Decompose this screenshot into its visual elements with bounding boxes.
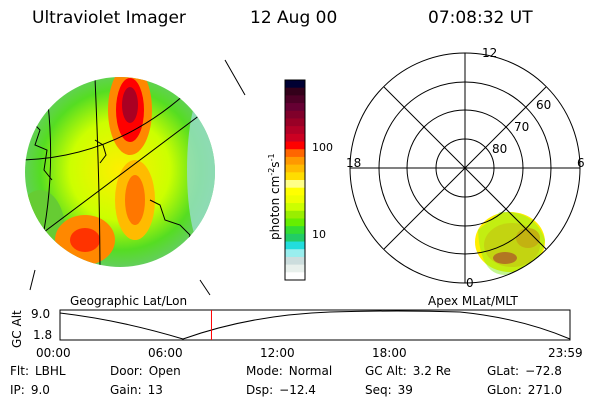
date-label: 12 Aug 00	[250, 8, 338, 28]
xtick-0: 00:00	[36, 346, 71, 360]
colorbar-band	[285, 156, 305, 166]
colorbar-band	[285, 249, 305, 258]
status-field: IP: 9.0	[10, 383, 50, 397]
colorbar-band	[285, 226, 305, 235]
colorbar-band	[285, 195, 305, 204]
status-label: Mode:	[246, 364, 283, 378]
ytick-9: 9.0	[31, 307, 51, 321]
colorbar-band	[285, 118, 305, 127]
status-field: GLat: −72.8	[487, 364, 562, 378]
colorbar-band	[285, 187, 305, 196]
status-field: GC Alt: 3.2 Re	[365, 364, 451, 378]
colorbar-label-text: photon cm	[268, 175, 282, 240]
status-value: Open	[148, 364, 181, 378]
colorbar-label-exp2: -1	[267, 153, 276, 162]
status-field: Dsp: −12.4	[246, 383, 316, 397]
colorbar-band	[285, 256, 305, 266]
lat-label-60: 60	[536, 98, 552, 112]
status-label: GC Alt:	[365, 364, 407, 378]
status-field: Seq: 39	[365, 383, 413, 397]
colorbar-band	[285, 126, 305, 135]
left-panel-label: Geographic Lat/Lon	[70, 294, 188, 308]
status-label: GLat:	[487, 364, 520, 378]
colorbar-band	[285, 210, 305, 219]
status-value: 13	[147, 383, 163, 397]
colorbar-band	[285, 87, 305, 96]
xtick-4: 23:59	[548, 346, 583, 360]
colorbar-label-exp1: -2	[267, 167, 276, 176]
colorbar-band	[285, 133, 305, 143]
colorbar-band	[285, 218, 305, 227]
status-value: 9.0	[30, 383, 50, 397]
lat-label-80: 80	[492, 142, 508, 156]
status-field: Gain: 13	[110, 383, 163, 397]
colorbar-band	[285, 95, 305, 104]
mlt-label-12: 12	[482, 46, 498, 60]
status-label: IP:	[10, 383, 25, 397]
geographic-image	[25, 77, 215, 267]
right-panel-label: Apex MLat/MLT	[428, 294, 518, 308]
colorbar-band	[285, 172, 305, 181]
mlt-label-18: 18	[346, 156, 362, 170]
colorbar-band	[285, 141, 305, 150]
status-label: Flt:	[10, 364, 29, 378]
xtick-3: 18:00	[372, 346, 407, 360]
colorbar-band	[285, 180, 305, 189]
mlt-label-0: 0	[466, 276, 474, 290]
colorbar	[285, 80, 305, 281]
status-value: −72.8	[525, 364, 562, 378]
colorbar-band	[285, 233, 305, 243]
status-field: Flt: LBHL	[10, 364, 66, 378]
instrument-title: Ultraviolet Imager	[32, 8, 186, 28]
status-field: Mode: Normal	[246, 364, 332, 378]
status-label: Gain:	[110, 383, 142, 397]
colorbar-band	[285, 149, 305, 158]
status-label: Seq:	[365, 383, 392, 397]
mlt-label-6: 6	[577, 156, 585, 170]
polar-plot	[349, 52, 581, 284]
status-value: 39	[397, 383, 413, 397]
time-label: 07:08:32 UT	[428, 8, 533, 28]
status-label: GLon:	[487, 383, 522, 397]
colorbar-tick-100: 100	[312, 141, 333, 154]
status-value: 3.2 Re	[412, 364, 451, 378]
ytick-1-8: 1.8	[33, 328, 53, 342]
colorbar-label: photon cm-2s-1	[267, 153, 282, 240]
colorbar-band	[285, 103, 305, 112]
status-value: 271.0	[527, 383, 563, 397]
status-value: Normal	[288, 364, 333, 378]
colorbar-band	[285, 110, 305, 119]
status-value: −12.4	[279, 383, 316, 397]
altitude-plot	[59, 309, 571, 341]
colorbar-band	[285, 80, 305, 89]
colorbar-band	[285, 241, 305, 250]
status-label: Dsp:	[246, 383, 274, 397]
colorbar-label-s: s	[268, 161, 282, 168]
status-field: GLon: 271.0	[487, 383, 562, 397]
status-label: Door:	[110, 364, 143, 378]
colorbar-tick-10: 10	[312, 228, 326, 241]
status-value: LBHL	[34, 364, 66, 378]
colorbar-band	[285, 203, 305, 212]
xtick-1: 06:00	[148, 346, 183, 360]
colorbar-band	[285, 264, 305, 273]
colorbar-band	[285, 272, 305, 281]
lat-label-70: 70	[514, 120, 530, 134]
colorbar-band	[285, 164, 305, 173]
status-field: Door: Open	[110, 364, 181, 378]
altitude-ylabel: GC Alt	[10, 310, 24, 348]
xtick-2: 12:00	[260, 346, 295, 360]
